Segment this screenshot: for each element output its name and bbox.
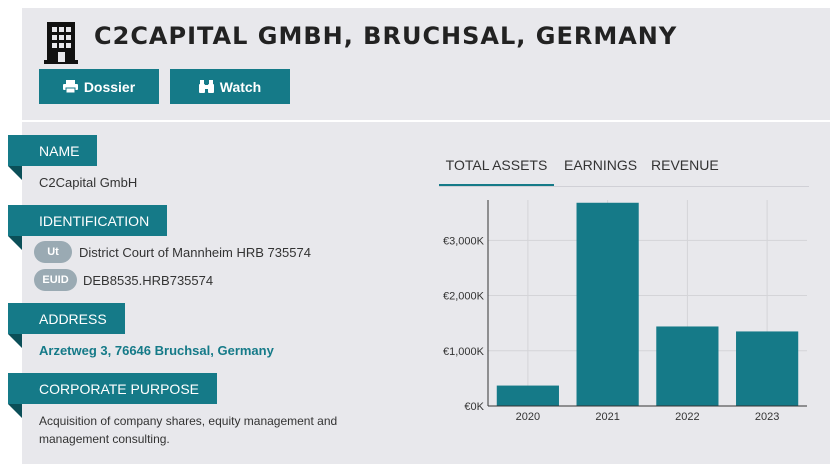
chart-tabs: TOTAL ASSETS EARNINGS REVENUE bbox=[439, 150, 809, 187]
x-tick-label: 2023 bbox=[755, 411, 779, 423]
y-tick-label: €3,000K bbox=[443, 235, 485, 247]
building-icon bbox=[44, 22, 78, 64]
euid-value: DEB8535.HRB735574 bbox=[83, 273, 214, 288]
section-label-purpose: CORPORATE PURPOSE bbox=[8, 373, 217, 418]
tab-earnings[interactable]: EARNINGS bbox=[564, 157, 638, 173]
corporate-purpose-value: Acquisition of company shares, equity ma… bbox=[39, 414, 338, 446]
binoculars-icon bbox=[198, 80, 214, 93]
total-assets-chart: €0K €1,000K €2,000K €3,000K 2020 2021 2022 2023 bbox=[443, 200, 807, 423]
section-label-address: ADDRESS bbox=[8, 303, 125, 348]
section-label-identification: IDENTIFICATION bbox=[8, 205, 168, 250]
bar-2021 bbox=[576, 202, 639, 406]
company-name-value: C2Capital GmbH bbox=[39, 175, 138, 190]
tab-revenue[interactable]: REVENUE bbox=[651, 157, 719, 173]
address-link[interactable]: Arzetweg 3, 76646 Bruchsal, Germany bbox=[39, 343, 274, 358]
bar-2020 bbox=[496, 385, 559, 406]
y-tick-label: €0K bbox=[464, 401, 484, 413]
dossier-button-label: Dossier bbox=[83, 78, 136, 95]
euid-badge: EUID bbox=[34, 269, 77, 291]
dossier-button[interactable]: Dossier bbox=[39, 69, 159, 104]
bar-2023 bbox=[736, 331, 799, 406]
page-title: C2CAPITAL GMBH, BRUCHSAL, GERMANY bbox=[94, 22, 678, 50]
section-label-name: NAME bbox=[8, 135, 98, 180]
x-tick-label: 2021 bbox=[595, 411, 619, 423]
company-header: C2CAPITAL GMBH, BRUCHSAL, GERMANY Dossie… bbox=[22, 8, 830, 120]
tab-total-assets[interactable]: TOTAL ASSETS bbox=[439, 150, 554, 186]
register-court-value: District Court of Mannheim HRB 735574 bbox=[79, 245, 311, 260]
bar-2022 bbox=[656, 326, 719, 406]
watch-button[interactable]: Watch bbox=[170, 69, 290, 104]
watch-button-label: Watch bbox=[219, 78, 262, 95]
y-tick-label: €1,000K bbox=[443, 346, 485, 358]
x-tick-label: 2020 bbox=[516, 411, 540, 423]
x-tick-label: 2022 bbox=[675, 411, 699, 423]
court-badge: Ut bbox=[34, 241, 72, 263]
header-divider bbox=[22, 120, 830, 122]
printer-icon bbox=[62, 80, 78, 93]
y-tick-label: €2,000K bbox=[443, 291, 485, 303]
